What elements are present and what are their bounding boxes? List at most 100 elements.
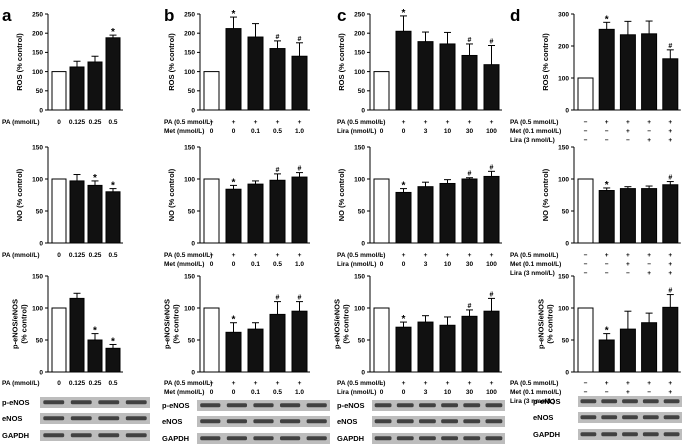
condition-value: 0.5: [273, 128, 282, 135]
condition-value: −: [584, 128, 588, 135]
condition-value: +: [232, 380, 236, 387]
chart-b1: 0 50 100 150 200 250 ROS (% control) * # #: [167, 9, 310, 114]
condition-value: 30: [466, 128, 474, 135]
condition-value: +: [626, 252, 630, 259]
bar: [203, 307, 220, 373]
condition-value: −: [584, 389, 588, 396]
y-tick-label: 50: [562, 208, 570, 215]
bar: [395, 30, 412, 111]
significance-star: *: [232, 315, 236, 326]
blot-band: [306, 419, 327, 424]
condition-value: 1.0: [295, 128, 304, 135]
y-tick-label: 150: [32, 273, 43, 280]
condition-value: +: [276, 380, 280, 387]
significance-hash: #: [668, 288, 672, 295]
condition-value: 0.5: [273, 261, 282, 268]
chart-d3: 0 50 100 150 p-eNOS/eNOS (% control) * #: [537, 273, 681, 376]
condition-value: 10: [444, 128, 452, 135]
condition-value: +: [668, 261, 672, 268]
condition-value: +: [668, 270, 672, 277]
blot-band: [418, 403, 436, 408]
condition-value: 100: [486, 389, 497, 396]
blot-band: [485, 403, 503, 408]
blot-strip: [372, 433, 505, 444]
condition-value: 0.25: [89, 380, 102, 387]
blot-label: GAPDH: [533, 430, 560, 439]
y-axis-label: (% control): [342, 304, 351, 344]
condition-value: +: [468, 252, 472, 259]
y-tick-label: 100: [184, 176, 195, 183]
y-tick-label: 50: [188, 337, 196, 344]
chart-c3: 0 50 100 150 p-eNOS/eNOS (% control) * # #: [333, 273, 502, 376]
significance-hash: #: [298, 166, 302, 173]
condition-value: +: [254, 380, 258, 387]
y-tick-label: 0: [191, 240, 195, 247]
condition-value: +: [668, 380, 672, 387]
y-tick-label: 100: [184, 69, 195, 76]
blot-band: [98, 416, 120, 421]
blot-band: [642, 415, 659, 420]
y-tick-label: 100: [354, 69, 365, 76]
significance-star: *: [402, 8, 406, 19]
bar: [619, 34, 636, 111]
condition-value: +: [490, 380, 494, 387]
condition-value: +: [647, 380, 651, 387]
condition-value: −: [584, 261, 588, 268]
condition-value: 100: [486, 261, 497, 268]
blot-band: [279, 436, 301, 441]
condition-value: +: [605, 380, 609, 387]
blot-band: [441, 419, 459, 424]
condition-value: 30: [466, 261, 474, 268]
y-tick-label: 50: [358, 337, 366, 344]
condition-value: 0.1: [251, 128, 260, 135]
condition-value: −: [584, 119, 588, 126]
y-axis-label: p-eNOS/eNOS: [11, 299, 20, 349]
condition-value: +: [298, 380, 302, 387]
bar: [87, 61, 103, 111]
condition-value: +: [647, 119, 651, 126]
blot-band: [663, 399, 680, 404]
condition-value: +: [446, 119, 450, 126]
condition-label: PA (0.5 mmol/L): [164, 119, 212, 126]
blot-band: [642, 432, 659, 437]
condition-value: −: [605, 261, 609, 268]
condition-value: 0: [380, 389, 384, 396]
condition-value: +: [446, 380, 450, 387]
chart-b2: 0 50 100 150 NO (% control) * # #: [167, 144, 310, 247]
condition-value: 0: [232, 261, 236, 268]
bar: [598, 28, 615, 111]
blot-band: [622, 432, 638, 437]
significance-star: *: [111, 27, 115, 38]
blot-band: [374, 436, 392, 441]
blot-band: [396, 436, 414, 441]
bar: [51, 71, 67, 111]
condition-value: +: [402, 380, 406, 387]
y-tick-label: 200: [184, 31, 195, 38]
y-axis-label: ROS (% control): [15, 33, 24, 91]
blot-band: [601, 415, 618, 420]
condition-value: +: [468, 380, 472, 387]
bar: [225, 28, 242, 111]
condition-value: 3: [424, 128, 428, 135]
blot-label: GAPDH: [2, 431, 29, 440]
significance-star: *: [93, 173, 97, 184]
significance-star: *: [605, 180, 609, 191]
y-axis-label: (% control): [20, 304, 29, 344]
y-axis-label: NO (% control): [541, 168, 550, 221]
blot-band: [226, 419, 248, 424]
y-tick-label: 0: [191, 107, 195, 114]
condition-value: 0: [57, 252, 61, 259]
y-tick-label: 0: [565, 240, 569, 247]
condition-value: 0.125: [69, 380, 86, 387]
condition-label: PA (0.5 mmol/L): [510, 380, 558, 387]
condition-label: Lira (3 nmol/L): [510, 137, 555, 144]
bar: [619, 188, 636, 244]
bar: [87, 339, 103, 373]
blot-band: [70, 433, 92, 438]
y-tick-label: 100: [184, 305, 195, 312]
significance-star: *: [93, 326, 97, 337]
blot-band: [441, 436, 459, 441]
y-tick-label: 100: [558, 305, 569, 312]
blot-band: [663, 432, 680, 437]
significance-hash: #: [490, 164, 494, 171]
